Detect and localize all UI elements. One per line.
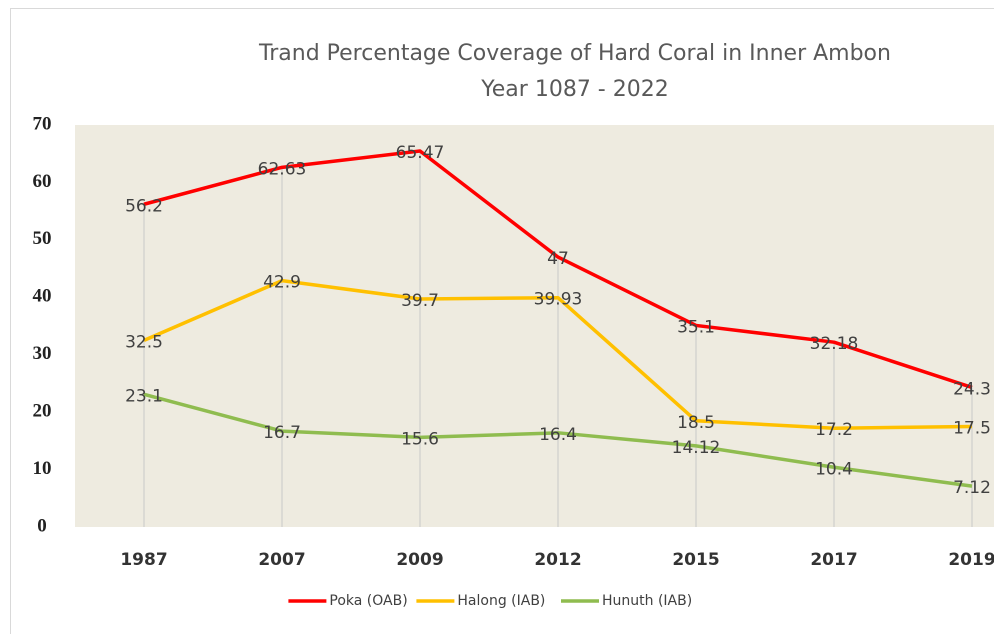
- data-label: 14.12: [672, 438, 721, 458]
- legend-label: Halong (IAB): [457, 593, 545, 609]
- y-tick-label: 60: [33, 171, 52, 192]
- series-line: [143, 149, 973, 390]
- x-tick-label: 1987: [120, 550, 167, 570]
- x-tick-label: 2015: [672, 550, 719, 570]
- y-tick-label: 50: [33, 228, 52, 249]
- data-label: 23.1: [125, 386, 163, 406]
- data-label: 18.5: [677, 413, 715, 433]
- data-label: 56.2: [125, 196, 163, 216]
- chart-title: Trand Percentage Coverage of Hard Coral …: [258, 41, 891, 66]
- data-label: 35.1: [677, 317, 715, 337]
- data-label: 65.47: [396, 143, 445, 163]
- y-tick-label: 10: [33, 458, 52, 479]
- chart-subtitle: Year 1087 - 2022: [480, 77, 668, 102]
- x-tick-label: 2017: [810, 550, 857, 570]
- y-tick-label: 30: [33, 343, 52, 364]
- y-tick-label: 20: [33, 401, 52, 422]
- data-label: 10.4: [815, 459, 853, 479]
- series-line: [143, 392, 973, 488]
- data-label: 17.5: [953, 419, 991, 439]
- x-tick-label: 2007: [258, 550, 305, 570]
- data-label: 15.6: [401, 429, 439, 449]
- data-label: 17.2: [815, 420, 853, 440]
- y-tick-label: 0: [37, 515, 47, 536]
- x-tick-label: 2009: [396, 550, 443, 570]
- data-label: 39.93: [534, 290, 583, 310]
- legend-label: Hunuth (IAB): [602, 593, 692, 609]
- y-tick-label: 70: [33, 113, 52, 134]
- data-label: 24.3: [953, 379, 991, 399]
- data-label: 39.7: [401, 291, 439, 311]
- data-label: 7.12: [953, 478, 991, 498]
- legend-label: Poka (OAB): [329, 593, 407, 609]
- x-tick-label: 2019: [948, 550, 994, 570]
- data-label: 16.4: [539, 425, 577, 445]
- x-tick-label: 2012: [534, 550, 581, 570]
- data-label: 32.5: [125, 332, 163, 352]
- data-label: 42.9: [263, 273, 301, 293]
- data-label: 47: [547, 249, 569, 269]
- plot-area: [75, 125, 994, 527]
- series-line: [143, 278, 973, 430]
- y-tick-label: 40: [33, 286, 52, 307]
- data-label: 16.7: [263, 423, 301, 443]
- data-label: 32.18: [810, 334, 859, 354]
- data-label: 62.63: [258, 159, 307, 179]
